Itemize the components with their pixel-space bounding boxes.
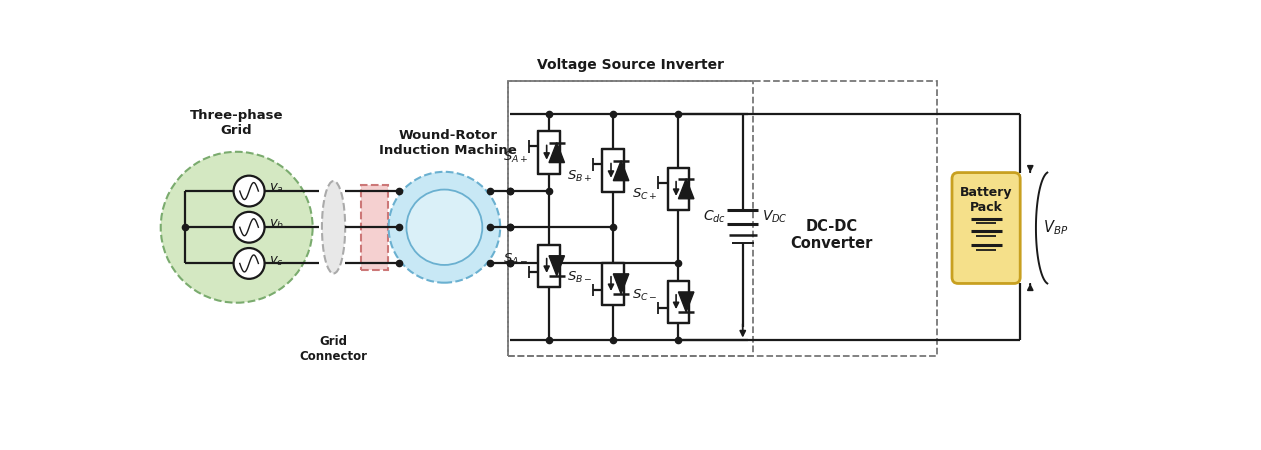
Circle shape [388,172,501,283]
Text: $S_{A-}$: $S_{A-}$ [503,252,528,267]
Bar [667,281,690,323]
Bar [667,167,690,210]
Text: Battery
Pack: Battery Pack [960,186,1013,215]
FancyBboxPatch shape [952,173,1020,284]
Bar [603,263,624,305]
Text: $v_a$: $v_a$ [270,182,284,195]
Bar [538,131,560,174]
Bar [667,281,690,323]
Circle shape [233,176,265,207]
Polygon shape [549,256,565,276]
Bar [603,263,624,305]
Circle shape [233,248,265,279]
Polygon shape [678,179,694,199]
Circle shape [160,152,313,303]
Polygon shape [549,143,565,162]
Bar [361,185,388,270]
Polygon shape [613,274,629,294]
Text: Three-phase
Grid: Three-phase Grid [190,109,284,137]
Bar [508,81,753,356]
Text: $S_{A+}$: $S_{A+}$ [503,150,528,166]
Text: $v_c$: $v_c$ [270,255,284,268]
Bar [603,149,624,192]
Text: $V_{BP}$: $V_{BP}$ [1043,219,1068,237]
Text: $S_{C-}$: $S_{C-}$ [632,288,657,303]
Text: $S_{B-}$: $S_{B-}$ [567,270,593,285]
Text: $S_{B+}$: $S_{B+}$ [567,168,593,184]
Bar [538,245,560,287]
Text: $V_{DC}$: $V_{DC}$ [762,209,788,225]
Text: Wound-Rotor
Induction Machine: Wound-Rotor Induction Machine [380,130,517,158]
Text: $S_{C+}$: $S_{C+}$ [632,187,657,202]
Bar [508,81,937,356]
Text: Voltage Source Inverter: Voltage Source Inverter [537,58,724,72]
Bar [603,149,624,192]
Bar [667,167,690,210]
Text: DC-DC
Converter: DC-DC Converter [791,219,873,251]
Polygon shape [613,161,629,180]
Bar [538,131,560,174]
Circle shape [406,189,482,265]
Text: $v_b$: $v_b$ [270,218,285,231]
Text: $C_{dc}$: $C_{dc}$ [702,209,725,225]
Circle shape [233,212,265,243]
Bar [538,245,560,287]
Text: Grid
Connector: Grid Connector [300,335,367,363]
Polygon shape [678,292,694,312]
Ellipse shape [322,181,346,274]
